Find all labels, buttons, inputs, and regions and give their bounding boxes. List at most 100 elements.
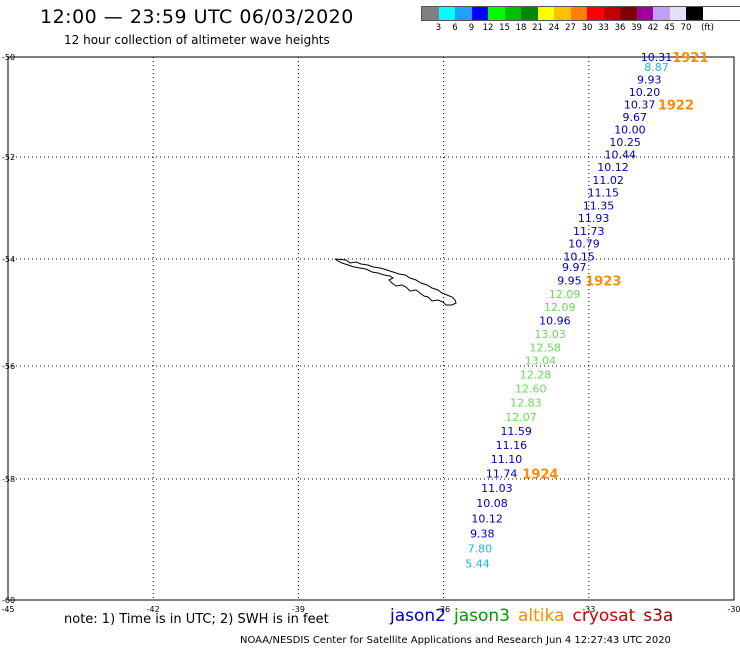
color-swatch	[653, 7, 670, 20]
swh-value-label: 7.80	[468, 543, 493, 556]
y-axis-ticks: -50 -52 -54 -56 -58 -60	[2, 53, 15, 605]
y-tick-label: -58	[2, 475, 15, 484]
color-scale-label: 39	[631, 23, 642, 33]
legend-entry-s3a: s3a	[643, 606, 674, 626]
swh-value-label: 11.93	[578, 212, 610, 225]
color-swatch	[620, 7, 637, 20]
swh-value-label: 9.95	[557, 274, 582, 287]
color-scale-label: 18	[515, 23, 527, 33]
color-scale-label: 33	[598, 23, 609, 33]
color-swatch	[686, 7, 703, 20]
swh-value-label: 9.93	[637, 74, 662, 87]
south-georgia-island-outline	[334, 258, 457, 306]
x-tick-label: -36	[437, 605, 450, 614]
color-swatch	[438, 7, 455, 20]
y-tick-label: -54	[2, 255, 15, 264]
pass-time-label: 1924	[522, 467, 558, 482]
pass-time-label: 1923	[585, 274, 621, 289]
swh-value-label: 13.03	[534, 328, 566, 341]
swh-value-label: 11.15	[588, 187, 620, 200]
grid-lines	[8, 57, 734, 600]
color-scale-label: (ft)	[701, 23, 714, 33]
swh-value-label: 10.44	[605, 149, 637, 162]
swh-value-label: 10.25	[609, 136, 641, 149]
swh-readings: 10.318.879.9310.2010.379.6710.0010.2510.…	[465, 51, 672, 571]
color-scale-label: 6	[452, 23, 458, 33]
legend-entry-altika: altika	[518, 606, 565, 626]
swh-value-label: 10.31	[641, 51, 673, 64]
swh-value-label: 10.15	[563, 250, 595, 263]
color-scale: 3 6 9 12 15 18 21 24 27 30 33 36 39 42 45 70 (ft)	[421, 6, 740, 33]
x-axis-ticks: -45 -42 -39 -36 -33 -30	[1, 605, 740, 614]
swh-value-label: 9.97	[562, 261, 587, 274]
legend-entry-jason3: jason3	[454, 606, 510, 626]
swh-value-label: 12.09	[549, 288, 581, 301]
x-tick-label: -33	[582, 605, 595, 614]
swh-value-label: 9.38	[470, 527, 495, 540]
color-swatch	[504, 7, 521, 20]
footer-note: note: 1) Time is in UTC; 2) SWH is in fe…	[64, 612, 329, 627]
color-scale-label: 12	[482, 23, 494, 33]
swh-value-label: 9.67	[623, 111, 648, 124]
color-swatch	[636, 7, 653, 20]
page-title: 12:00 — 23:59 UTC 06/03/2020	[40, 6, 354, 28]
swh-value-label: 11.16	[496, 439, 528, 452]
color-scale-label: 3	[435, 23, 442, 33]
swh-value-label: 10.08	[476, 497, 508, 510]
time-labels: 1921 1922 1923 1924	[522, 51, 708, 482]
swh-value-label: 10.12	[471, 512, 503, 525]
color-swatch	[471, 7, 488, 20]
color-swatch	[488, 7, 505, 20]
swh-value-label: 12.83	[510, 397, 542, 410]
x-tick-label: -30	[727, 605, 740, 614]
y-tick-label: -50	[2, 53, 15, 62]
color-scale-label: 30	[581, 23, 593, 33]
swh-value-label: 12.07	[505, 411, 537, 424]
swh-value-label: 11.10	[491, 453, 523, 466]
pass-time-label: 1922	[658, 99, 694, 114]
swh-value-label: 12.58	[529, 341, 561, 354]
y-tick-label: -56	[2, 362, 15, 371]
color-scale-label: 42	[647, 23, 659, 33]
swh-value-label: 10.79	[568, 238, 600, 251]
map-frame	[7, 56, 735, 601]
swh-value-label: 12.28	[520, 368, 552, 381]
color-scale-swatches	[421, 6, 740, 21]
swh-value-label: 11.73	[573, 225, 605, 238]
swh-value-label: 10.37	[624, 99, 656, 112]
color-scale-label: 45	[664, 23, 675, 33]
swh-value-label: 11.59	[500, 425, 532, 438]
swh-value-label: 11.35	[583, 199, 615, 212]
swh-value-label: 5.44	[465, 558, 490, 571]
color-swatch	[422, 7, 439, 20]
swh-value-label: 10.00	[614, 124, 646, 137]
color-scale-label: 27	[565, 23, 576, 33]
swh-value-label: 10.12	[597, 161, 629, 174]
swh-value-label: 11.74	[486, 467, 518, 480]
y-tick-label: -60	[2, 596, 15, 605]
swh-value-label: 10.20	[629, 86, 661, 99]
swh-value-label: 12.60	[515, 383, 547, 396]
x-tick-label: -45	[1, 605, 14, 614]
footer-credit: NOAA/NESDIS Center for Satellite Applica…	[240, 635, 671, 646]
color-swatch	[521, 7, 538, 20]
color-scale-label: 36	[614, 23, 626, 33]
y-tick-label: -52	[2, 153, 15, 162]
legend-entry-jason2: jason2	[390, 606, 446, 626]
pass-time-label: 1921	[672, 51, 708, 66]
swh-value-label: 11.03	[481, 482, 513, 495]
swh-value-label: 13.04	[525, 355, 557, 368]
color-swatch	[537, 7, 554, 20]
color-swatch	[570, 7, 587, 20]
color-swatch	[603, 7, 620, 20]
page-subtitle: 12 hour collection of altimeter wave hei…	[64, 33, 330, 47]
swh-value-label: 8.87	[644, 61, 669, 74]
swh-value-label: 11.02	[592, 174, 624, 187]
color-scale-label: 9	[468, 23, 475, 33]
color-swatch	[554, 7, 571, 20]
swh-value-label: 10.96	[539, 315, 571, 328]
swh-value-label: 12.09	[544, 301, 576, 314]
color-scale-label: 70	[680, 23, 692, 33]
